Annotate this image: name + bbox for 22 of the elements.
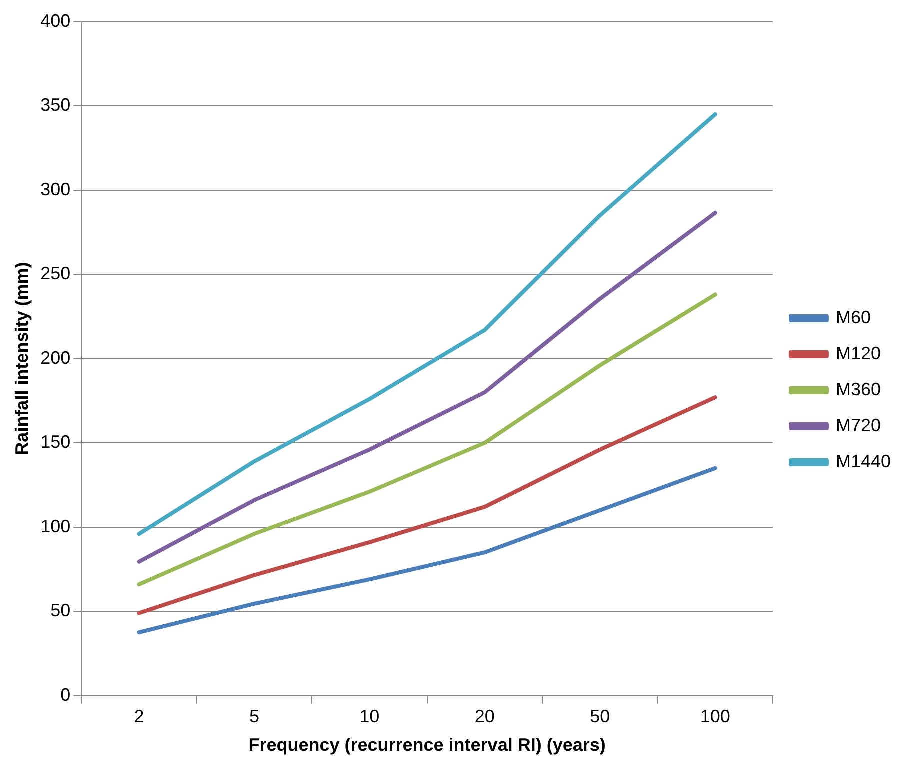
legend-label: M60	[836, 307, 871, 328]
x-tick-label: 20	[474, 706, 495, 727]
y-tick-label: 100	[40, 516, 71, 536]
x-tick-label: 2	[134, 706, 144, 727]
y-tick-label: 250	[40, 264, 71, 284]
y-tick-label: 50	[50, 600, 71, 621]
legend-label: M1440	[836, 451, 892, 472]
x-axis-title: Frequency (recurrence interval RI) (years)	[248, 735, 606, 756]
y-tick-label: 350	[40, 95, 71, 116]
x-tick-label: 100	[700, 706, 730, 727]
x-tick-label: 50	[590, 706, 610, 727]
legend-label: M720	[836, 415, 881, 436]
x-tick-label: 10	[360, 706, 380, 727]
y-axis-title: Rainfall intensity (mm)	[12, 262, 32, 456]
y-tick-label: 150	[40, 432, 71, 452]
y-tick-label: 0	[60, 684, 71, 705]
y-tick-label: 400	[40, 10, 71, 31]
y-tick-label: 300	[40, 179, 71, 200]
legend-label: M120	[836, 343, 881, 364]
legend-label: M360	[836, 379, 881, 400]
x-tick-label: 5	[249, 706, 260, 727]
y-tick-label: 200	[40, 348, 71, 368]
